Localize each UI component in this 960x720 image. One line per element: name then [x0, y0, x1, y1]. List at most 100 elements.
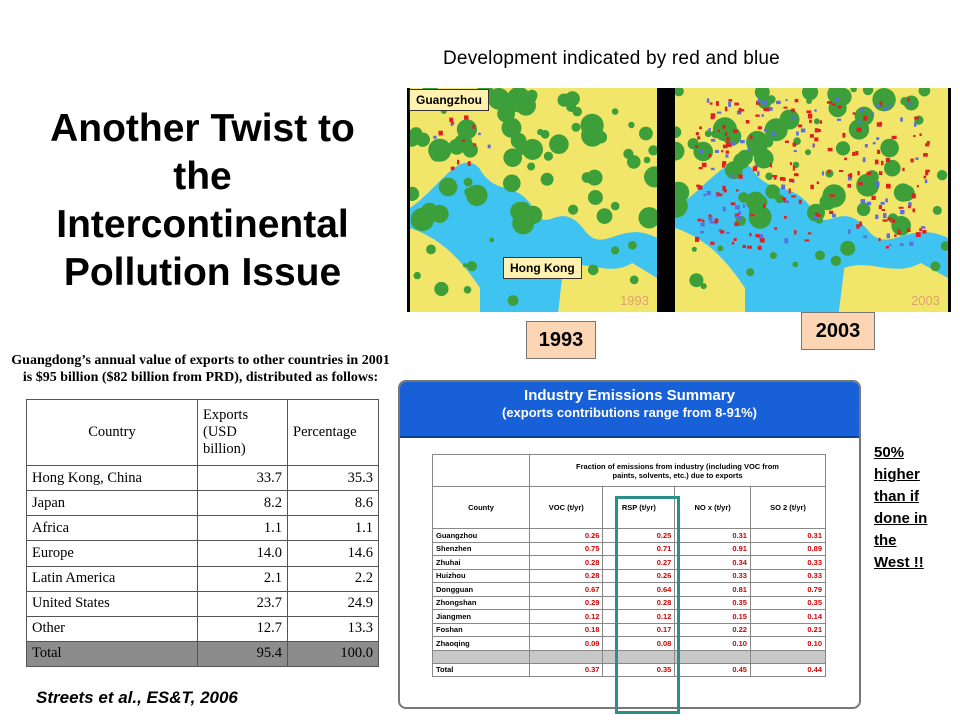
urban-patch	[789, 178, 794, 183]
urban-patch	[912, 208, 916, 213]
urban-patch	[875, 181, 880, 187]
vegetation-patch	[863, 88, 872, 95]
urban-patch	[847, 175, 852, 181]
title-line: Intercontinental	[56, 203, 349, 246]
vegetation-patch	[856, 173, 880, 197]
urban-patch	[827, 101, 832, 104]
urban-patch	[816, 213, 821, 217]
urban-patch	[907, 98, 910, 102]
table-total-row: Total 95.4 100.0	[26, 640, 379, 668]
urban-patch	[908, 205, 911, 209]
urban-patch	[695, 145, 699, 148]
rsp-highlight-box	[615, 496, 680, 714]
urban-patch	[834, 98, 840, 102]
cell-nox: 0.10	[674, 636, 751, 651]
cell-nox: 0.45	[674, 662, 751, 677]
urban-patch	[735, 205, 740, 209]
cell-exports: 33.7	[197, 464, 288, 492]
exports-table: Country Exports (USD billion) Percentage…	[26, 399, 379, 668]
exports-heading: Guangdong’s annual value of exports to o…	[8, 352, 393, 386]
urban-patch	[700, 222, 705, 227]
table-row: Zhongshan 0.29 0.28 0.35 0.35	[432, 595, 827, 610]
vegetation-patch	[510, 202, 530, 221]
urban-patch	[724, 106, 728, 112]
urban-patch	[743, 204, 746, 208]
vegetation-patch	[815, 250, 825, 261]
land-area	[838, 263, 948, 312]
col-exports-line: billion)	[203, 441, 246, 457]
urban-patch	[733, 129, 738, 134]
urban-patch	[773, 175, 777, 180]
urban-patch	[879, 101, 883, 107]
urban-patch	[769, 163, 772, 168]
cell-nox: 0.22	[674, 622, 751, 637]
urban-patch	[734, 213, 739, 217]
urban-patch	[914, 116, 919, 120]
title-line: Another Twist to	[50, 107, 355, 150]
urban-patch	[831, 103, 836, 106]
urban-patch	[880, 201, 885, 205]
vegetation-patch	[765, 184, 780, 199]
table-row: Europe 14.0 14.6	[26, 540, 379, 567]
vegetation-patch	[571, 122, 581, 132]
table-row: United States 23.7 24.9	[26, 590, 379, 617]
vegetation-patch	[891, 216, 911, 236]
vegetation-patch	[762, 137, 774, 148]
vegetation-patch	[893, 183, 913, 202]
satellite-maps: 1993 2003	[407, 88, 951, 312]
vegetation-patch	[413, 271, 421, 280]
urban-patch	[891, 135, 897, 140]
urban-patch	[889, 244, 892, 247]
urban-patch	[756, 100, 761, 105]
cell-nox: 0.81	[674, 582, 751, 597]
urban-patch	[919, 228, 922, 232]
col-country: Country	[26, 399, 198, 466]
side-note-line: West !!	[874, 554, 924, 571]
urban-patch	[806, 110, 812, 114]
urban-patch	[791, 108, 795, 113]
urban-patch	[750, 214, 755, 217]
urban-patch	[876, 104, 881, 108]
urban-patch	[902, 167, 905, 172]
urban-patch	[473, 143, 477, 147]
urban-patch	[757, 171, 760, 176]
slide-title: Another Twist to the Intercontinental Po…	[20, 105, 385, 297]
cell-country: Latin America	[26, 565, 198, 592]
vegetation-patch	[827, 88, 848, 105]
cell-percentage: 1.1	[287, 515, 379, 542]
col-rsp: RSP (t/yr)	[602, 486, 676, 529]
urban-patch	[722, 161, 727, 166]
cell-county: Zhuhai	[432, 555, 530, 570]
vegetation-patch	[587, 264, 599, 276]
emissions-title: Industry Emissions Summary	[524, 387, 735, 404]
urban-patch	[915, 232, 921, 237]
urban-patch	[897, 230, 901, 235]
vegetation-patch	[638, 207, 657, 229]
cell-voc: 0.09	[528, 636, 604, 651]
urban-patch	[783, 198, 786, 203]
cell-country: Total	[26, 640, 198, 668]
urban-patch	[875, 214, 879, 219]
urban-patch	[714, 221, 718, 225]
urban-patch	[852, 112, 856, 115]
urban-patch	[863, 235, 867, 239]
urban-patch	[730, 202, 736, 206]
urban-patch	[722, 185, 726, 191]
urban-patch	[734, 215, 737, 218]
cell-rsp: 0.35	[602, 662, 676, 677]
vegetation-patch	[627, 155, 641, 169]
exports-heading-line: is $95 billion ($82 billion from PRD), d…	[22, 370, 379, 385]
emissions-group-row: Fraction of emissions from industry (inc…	[432, 454, 826, 487]
urban-patch	[871, 195, 876, 200]
urban-patch	[781, 184, 786, 190]
col-county: County	[432, 486, 530, 529]
urban-patch	[813, 215, 819, 220]
urban-patch	[779, 177, 785, 181]
urban-patch	[730, 174, 734, 179]
urban-patch	[886, 183, 891, 189]
urban-patch	[856, 224, 860, 229]
side-note-line: than if	[874, 488, 919, 505]
side-note-line: the	[874, 532, 897, 549]
urban-patch	[472, 124, 475, 129]
vegetation-patch	[813, 118, 820, 125]
